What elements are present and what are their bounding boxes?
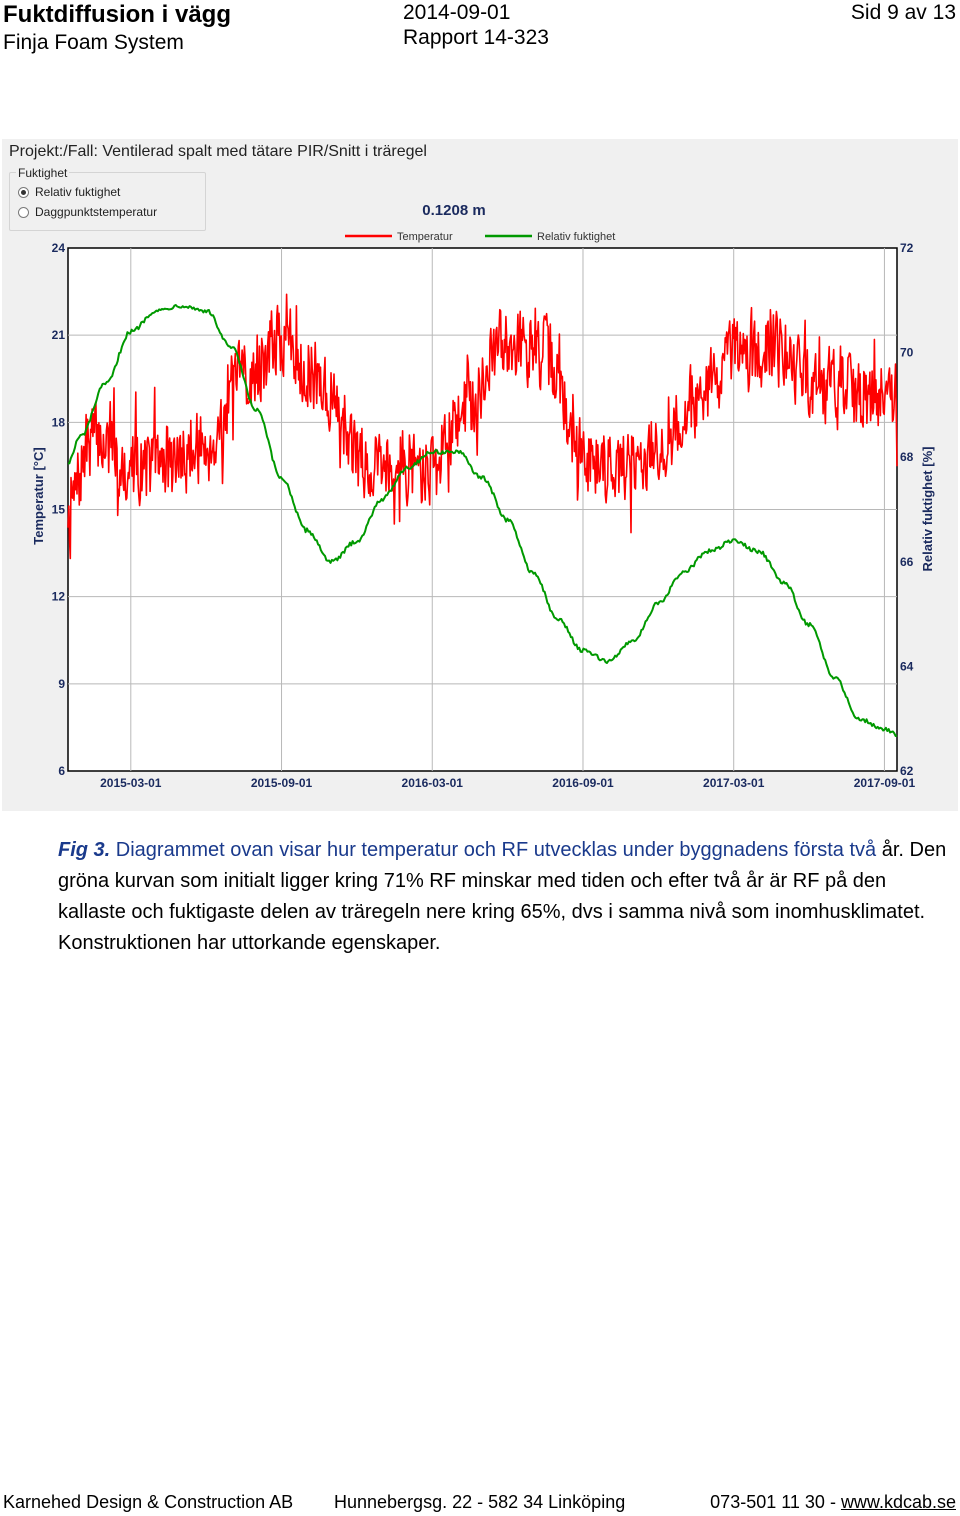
y-left-tick-label: 9 (58, 677, 65, 691)
y-right-tick-label: 64 (900, 659, 914, 673)
y-right-tick-label: 70 (900, 346, 914, 360)
radio-relative-humidity[interactable]: Relativ fuktighet (18, 185, 120, 199)
x-tick-label: 2015-03-01 (100, 776, 162, 790)
chart-legend: Temperatur Relativ fuktighet (345, 231, 615, 243)
footer-website-link[interactable]: www.kdcab.se (840, 1492, 956, 1512)
radio-selected-icon[interactable] (18, 186, 29, 198)
x-tick-label: 2017-03-01 (703, 776, 765, 790)
x-tick-label: 2016-03-01 (402, 776, 464, 790)
humidity-series-line (68, 304, 898, 737)
y-right-axis-label: Relativ fuktighet [%] (920, 447, 935, 572)
temperature-humidity-chart: 6 9 12 15 18 21 24 62 64 66 68 70 72 2015-03-01 2015-0… (31, 202, 935, 790)
x-tick-label: 2016-09-01 (552, 776, 614, 790)
page-number: Sid 9 av 13 (850, 1, 956, 24)
radio-label: Daggpunktstemperatur (35, 205, 158, 219)
app-screenshot: Projekt:/Fall: Ventilerad spalt med täta… (2, 139, 958, 811)
figure-label: Fig 3. (58, 839, 111, 861)
groupbox-title: Fuktighet (16, 166, 70, 180)
y-right-tick-label: 72 (900, 241, 914, 255)
y-left-tick-label: 12 (52, 590, 66, 604)
y-right-tick-label: 62 (900, 764, 914, 778)
y-left-tick-label: 6 (58, 764, 65, 778)
moisture-groupbox: Fuktighet Relativ fuktighet Daggpunktste… (9, 166, 206, 231)
radio-label: Relativ fuktighet (35, 185, 121, 199)
y-left-axis-label: Temperatur [°C] (31, 447, 46, 544)
radio-dewpoint-temperature[interactable]: Daggpunktstemperatur (18, 205, 157, 219)
project-label: Projekt:/Fall: Ventilerad spalt med täta… (9, 143, 427, 160)
y-left-tick-label: 24 (52, 241, 66, 255)
legend-label-humidity: Relativ fuktighet (537, 231, 615, 243)
footer-company: Karnehed Design & Construction AB (3, 1492, 294, 1512)
document-title: Fuktdiffusion i vägg (3, 1, 231, 28)
radio-unselected-icon[interactable] (18, 206, 29, 218)
axis-tick-labels: 6 9 12 15 18 21 24 62 64 66 68 70 72 2015-03-01 2015-0… (52, 241, 916, 790)
caption-body: år. Den gröna kurvan som initialt ligger… (58, 839, 947, 954)
legend-label-temperature: Temperatur (397, 231, 453, 243)
grid-lines (68, 248, 897, 771)
y-right-tick-label: 66 (900, 555, 914, 569)
footer-contact: 073-501 11 30 - www.kdcab.se (710, 1490, 956, 1514)
figure-caption: Fig 3. Diagrammet ovan visar hur tempera… (58, 835, 958, 959)
series-lines (67, 293, 898, 737)
footer-phone: 073-501 11 30 - (710, 1492, 841, 1512)
document-subtitle: Finja Foam System (3, 31, 184, 54)
footer-address: Hunnebergsg. 22 - 582 34 Linköping (334, 1492, 626, 1512)
y-left-tick-label: 18 (52, 415, 66, 429)
report-number: Rapport 14-323 (403, 26, 549, 49)
figure-caption-text: Diagrammet ovan visar hur temperatur och… (110, 839, 877, 861)
y-left-tick-label: 21 (52, 328, 66, 342)
chart-title: 0.1208 m (422, 202, 485, 219)
x-tick-label: 2015-09-01 (251, 776, 313, 790)
y-right-tick-label: 68 (900, 450, 914, 464)
temperature-series-line (67, 293, 898, 560)
document-date: 2014-09-01 (403, 1, 511, 24)
x-tick-label: 2017-09-01 (854, 776, 916, 790)
y-left-tick-label: 15 (52, 503, 66, 517)
